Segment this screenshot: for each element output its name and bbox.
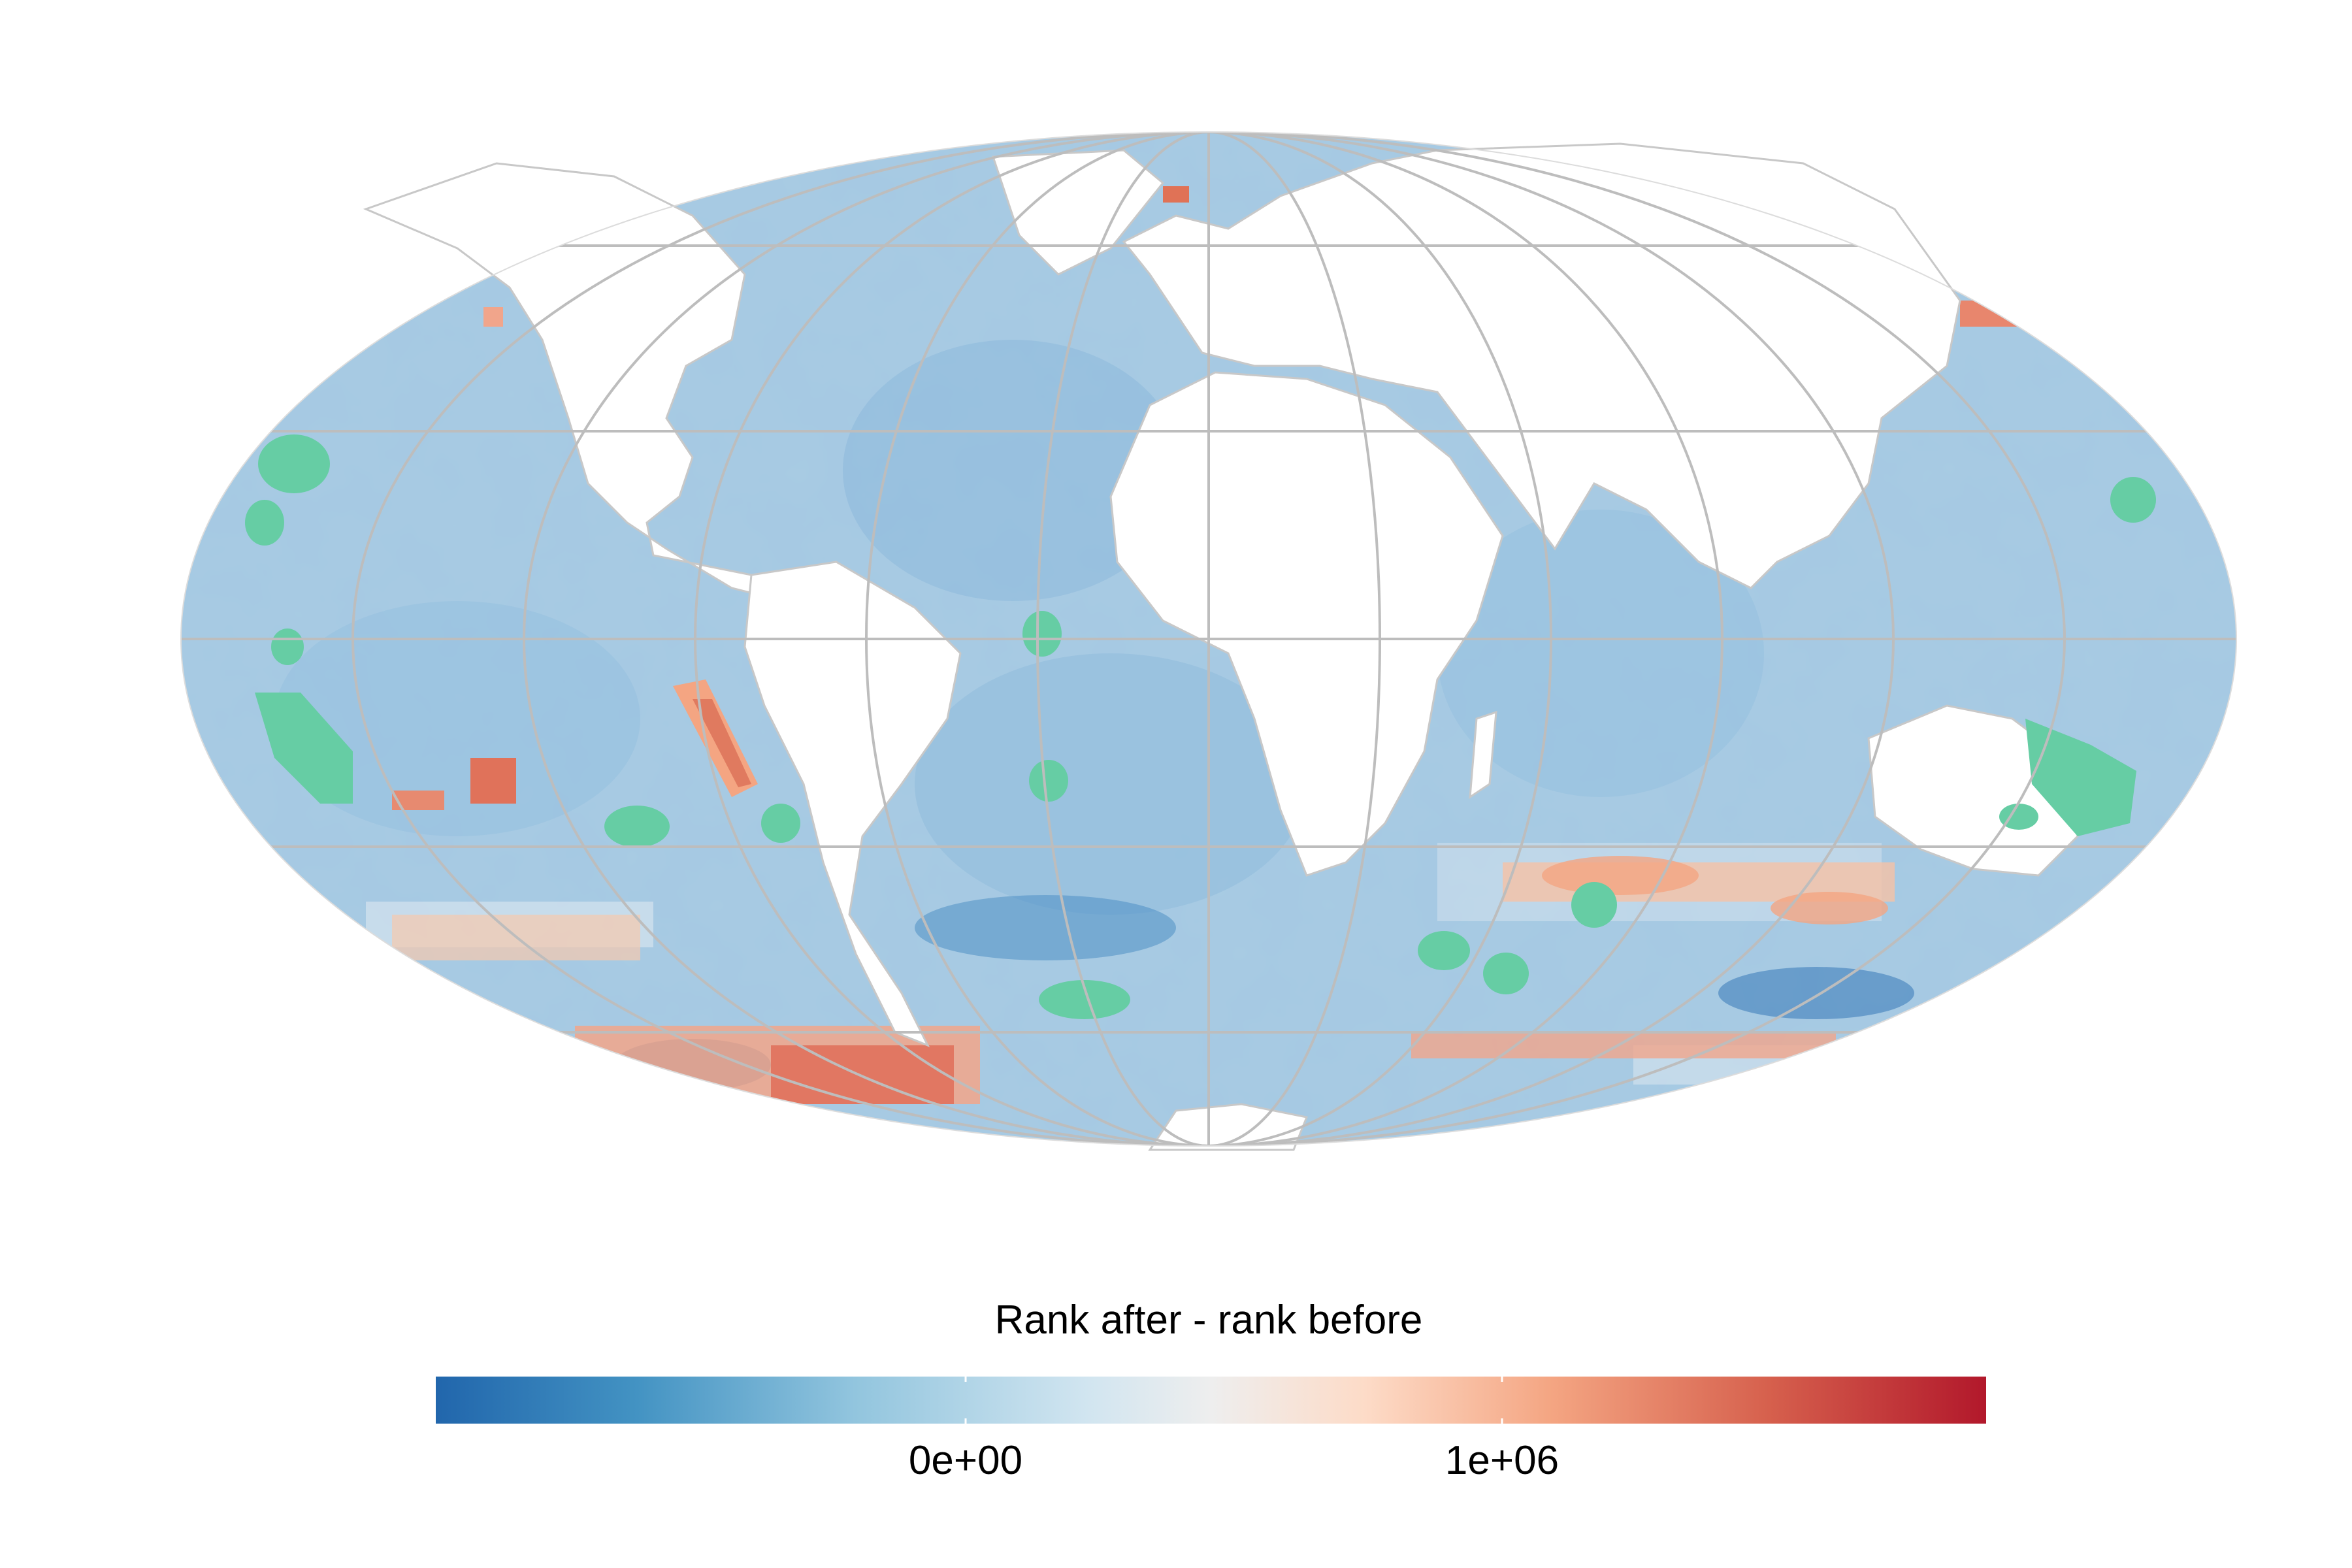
globe-outline: [180, 131, 2237, 1147]
graticule: [181, 132, 2236, 1146]
legend-tick-label: 0e+00: [908, 1438, 1023, 1483]
legend-tick-label: 1e+06: [1445, 1438, 1560, 1483]
color-scale-bar: [436, 1377, 1986, 1424]
protected-areas: [245, 434, 2156, 1019]
legend-title: Rank after - rank before: [994, 1298, 1423, 1343]
